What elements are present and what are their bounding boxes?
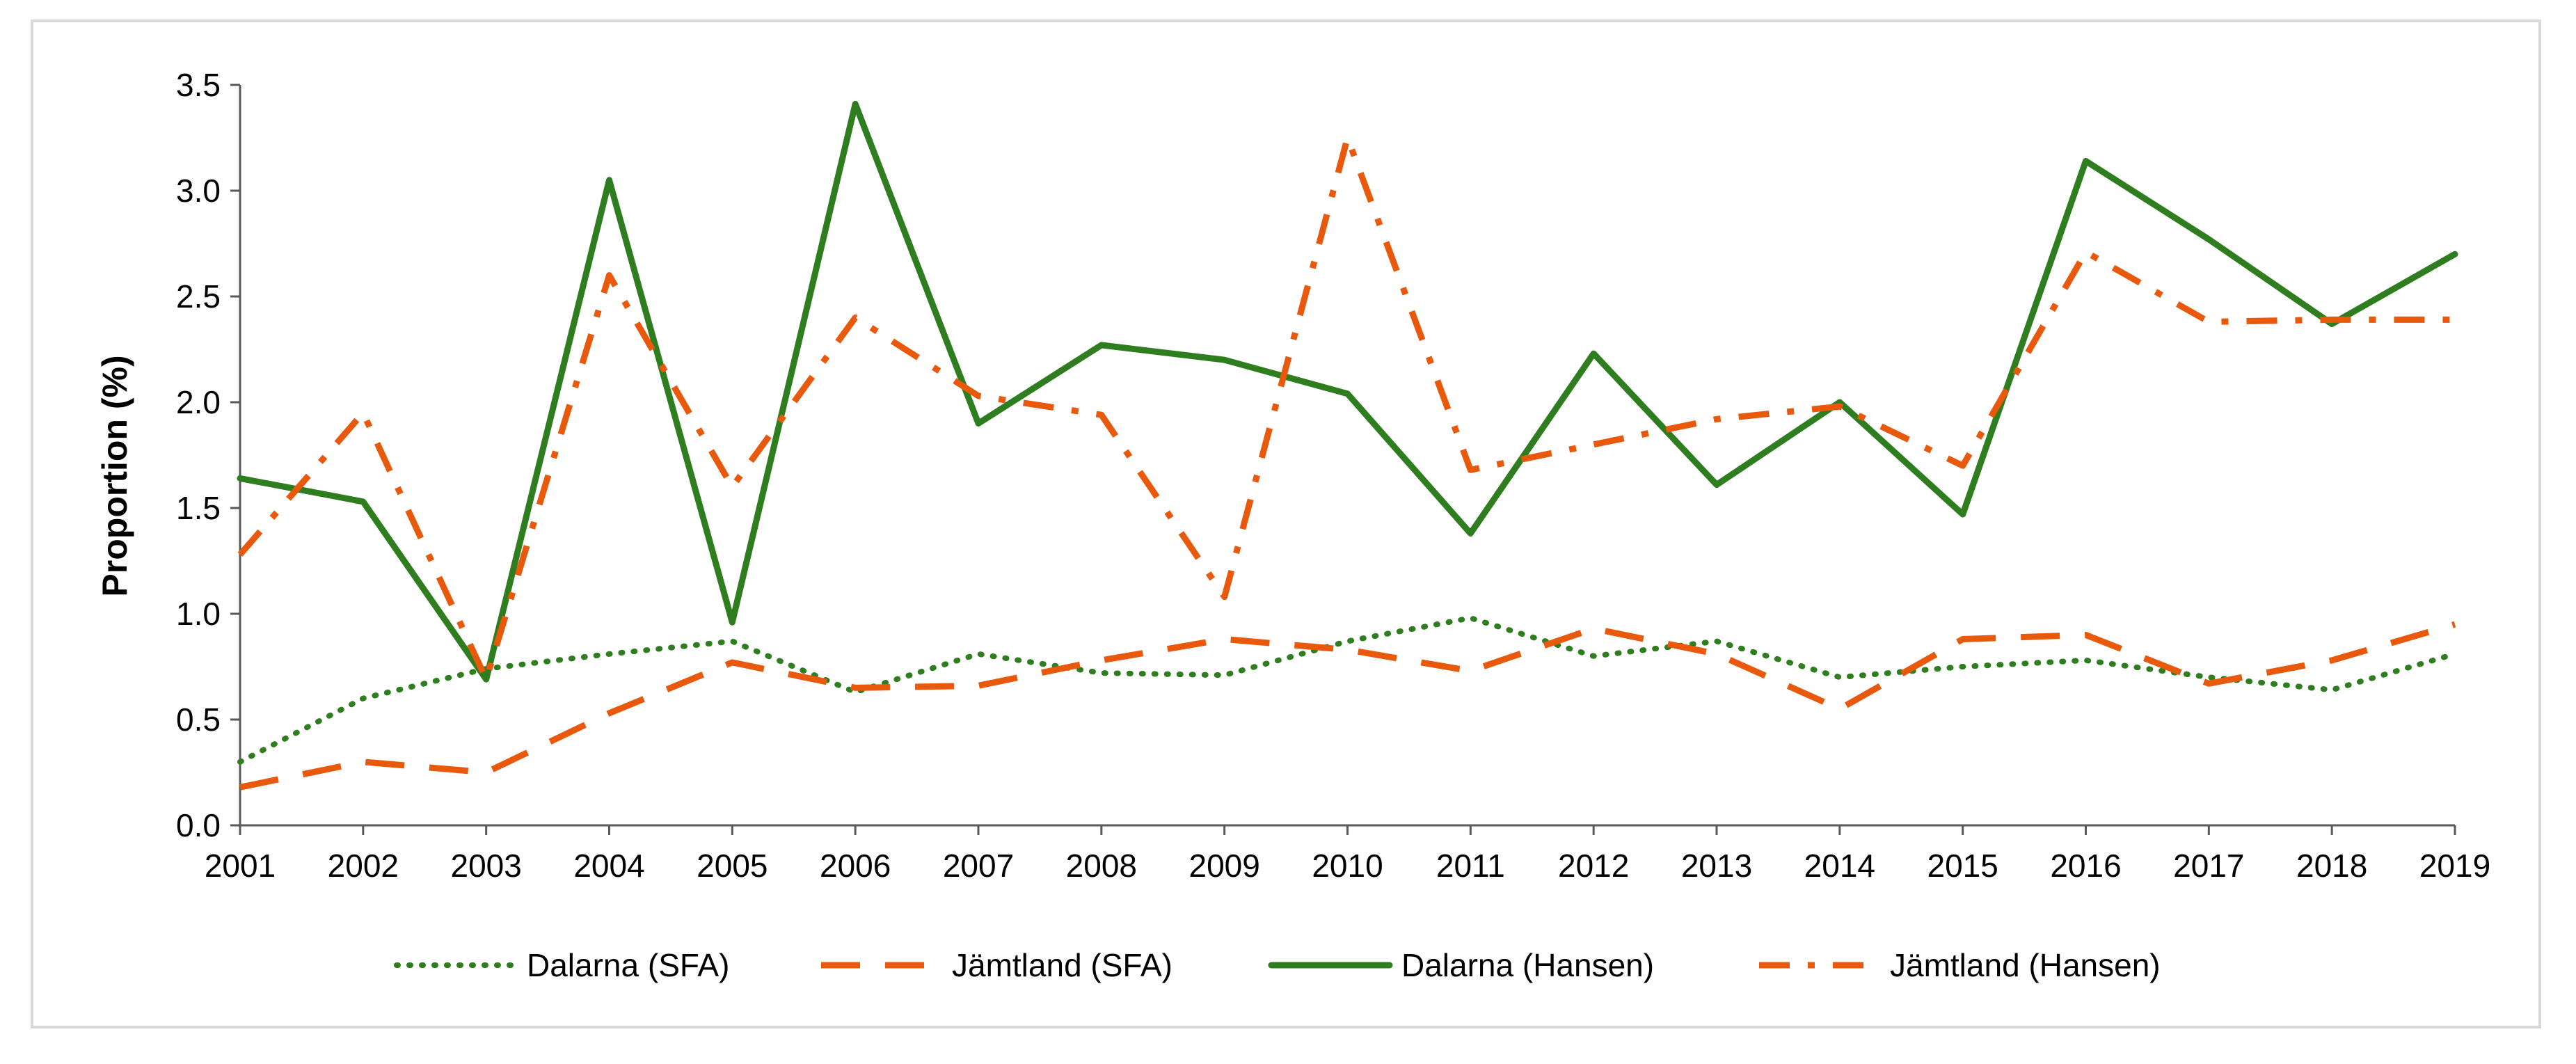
y-tick-label: 0.5 xyxy=(176,701,221,738)
legend-label-4: Jämtland (Hansen) xyxy=(1890,947,2161,983)
data-point xyxy=(1224,596,1225,597)
x-tick-label: 2001 xyxy=(205,848,276,884)
data-point xyxy=(1962,639,1963,640)
data-point xyxy=(1839,677,1840,678)
x-tick-label: 2007 xyxy=(943,848,1014,884)
data-point xyxy=(978,685,979,686)
data-point xyxy=(1593,628,1594,629)
y-tick-label: 1.5 xyxy=(176,490,221,526)
data-point xyxy=(978,653,979,654)
x-tick-label: 2015 xyxy=(1927,848,1998,884)
series-line-3 xyxy=(237,100,2458,683)
series-line-1 xyxy=(237,615,2458,765)
data-point xyxy=(1224,639,1225,640)
data-point xyxy=(240,478,241,479)
data-point xyxy=(978,423,979,424)
data-point xyxy=(855,317,856,318)
y-tick-label: 2.5 xyxy=(176,278,221,315)
x-tick-label: 2004 xyxy=(573,848,644,884)
legend-label-2: Jämtland (SFA) xyxy=(952,947,1172,983)
x-tick-label: 2017 xyxy=(2173,848,2244,884)
legend-label-3: Dalarna (Hansen) xyxy=(1401,947,1654,983)
data-point xyxy=(1839,402,1840,403)
data-point xyxy=(2455,254,2456,255)
data-point xyxy=(240,761,241,762)
x-tick-label: 2018 xyxy=(2296,848,2367,884)
data-point xyxy=(1470,671,1471,672)
data-point xyxy=(1839,406,1840,407)
data-point xyxy=(2455,653,2456,654)
data-point xyxy=(1470,533,1471,534)
data-point xyxy=(1347,641,1348,642)
y-tick-label: 3.0 xyxy=(176,173,221,209)
x-tick-label: 2003 xyxy=(450,848,521,884)
data-point xyxy=(1593,444,1594,445)
data-point xyxy=(732,641,733,642)
x-tick-label: 2010 xyxy=(1312,848,1383,884)
data-point xyxy=(1962,514,1963,515)
data-point xyxy=(732,622,733,623)
y-axis-title: Proportion (%) xyxy=(95,355,134,596)
data-point xyxy=(1347,393,1348,394)
data-point xyxy=(1224,675,1225,676)
series-line-4 xyxy=(237,134,2455,683)
data-point xyxy=(978,395,979,396)
x-tick-label: 2006 xyxy=(820,848,891,884)
x-tick-label: 2012 xyxy=(1558,848,1629,884)
x-tick-label: 2016 xyxy=(2050,848,2121,884)
series-line-2 xyxy=(239,621,2456,791)
x-tick-label: 2011 xyxy=(1436,848,1505,884)
x-tick-label: 2002 xyxy=(328,848,399,884)
data-point xyxy=(240,554,241,555)
x-tick-label: 2008 xyxy=(1066,848,1137,884)
x-tick-label: 2009 xyxy=(1188,848,1259,884)
data-point xyxy=(2455,624,2456,625)
x-tick-label: 2005 xyxy=(697,848,768,884)
legend-label-1: Dalarna (SFA) xyxy=(527,947,729,983)
data-point xyxy=(609,275,610,276)
x-tick-label: 2014 xyxy=(1804,848,1875,884)
data-point xyxy=(2455,319,2456,320)
data-point xyxy=(1470,618,1471,619)
data-point xyxy=(1347,649,1348,650)
x-tick-label: 2013 xyxy=(1681,848,1752,884)
y-tick-label: 0.0 xyxy=(176,807,221,843)
x-tick-label: 2019 xyxy=(2419,848,2490,884)
data-point xyxy=(732,486,733,487)
data-point xyxy=(609,653,610,654)
data-point xyxy=(1101,673,1102,674)
data-point xyxy=(1101,344,1102,345)
data-point xyxy=(2085,252,2086,253)
y-tick-label: 2.0 xyxy=(176,384,221,420)
data-point xyxy=(1839,708,1840,709)
data-point xyxy=(240,787,241,788)
y-tick-label: 3.5 xyxy=(176,67,221,103)
y-tick-label: 1.0 xyxy=(176,596,221,632)
